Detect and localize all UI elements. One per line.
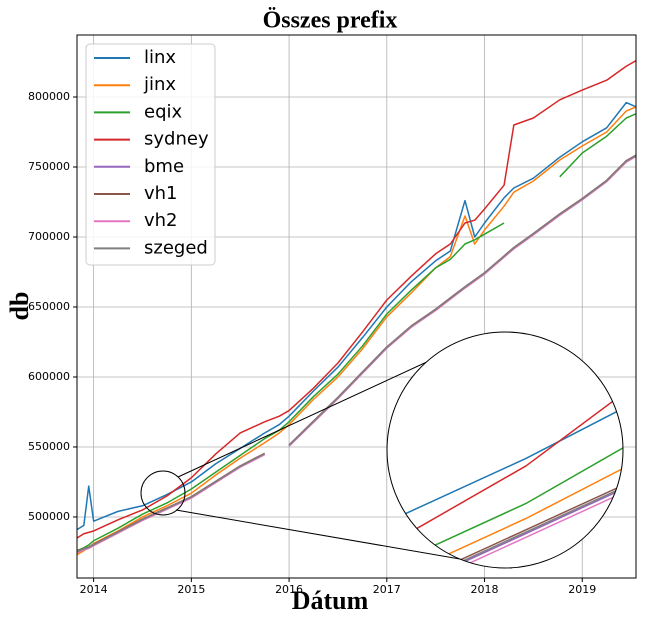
zoom-source xyxy=(140,470,186,516)
zoom-connector xyxy=(177,341,471,478)
legend-label: jinx xyxy=(143,74,176,95)
chart-title: Összes prefix xyxy=(263,8,398,34)
y-tick-label: 650000 xyxy=(28,300,70,313)
y-tick-label: 500000 xyxy=(28,510,70,523)
series-line xyxy=(77,107,636,555)
legend-label: vh1 xyxy=(144,183,178,204)
y-axis-label: db xyxy=(5,292,34,321)
y-tick-label: 600000 xyxy=(28,370,70,383)
x-tick-label: 2016 xyxy=(275,583,303,596)
legend-label: bme xyxy=(144,156,184,177)
y-tick-label: 750000 xyxy=(28,160,70,173)
zoom-inset-bg xyxy=(387,332,623,568)
y-tick-label: 700000 xyxy=(28,230,70,243)
series-line xyxy=(77,61,636,538)
series-line xyxy=(77,114,636,551)
series-line xyxy=(77,103,636,530)
legend-label: vh2 xyxy=(144,210,178,231)
x-tick-label: 2014 xyxy=(80,583,108,596)
plot-frame xyxy=(76,34,637,579)
zoom-connector xyxy=(175,509,513,569)
y-tick-label: 800000 xyxy=(28,90,70,103)
plot-lines xyxy=(77,61,636,555)
y-tick-label: 550000 xyxy=(28,440,70,453)
x-tick-label: 2019 xyxy=(568,583,596,596)
zoom-inset xyxy=(386,331,624,569)
series-line xyxy=(77,156,636,552)
legend-label: linx xyxy=(144,47,176,68)
x-tick-label: 2015 xyxy=(177,583,205,596)
legend-label: sydney xyxy=(144,129,209,150)
x-tick-label: 2018 xyxy=(471,583,499,596)
x-tick-label: 2017 xyxy=(373,583,401,596)
legend-label: szeged xyxy=(144,237,208,258)
x-axis-label: Dátum xyxy=(292,586,369,615)
legend-label: eqix xyxy=(144,101,183,122)
legend xyxy=(85,43,216,266)
